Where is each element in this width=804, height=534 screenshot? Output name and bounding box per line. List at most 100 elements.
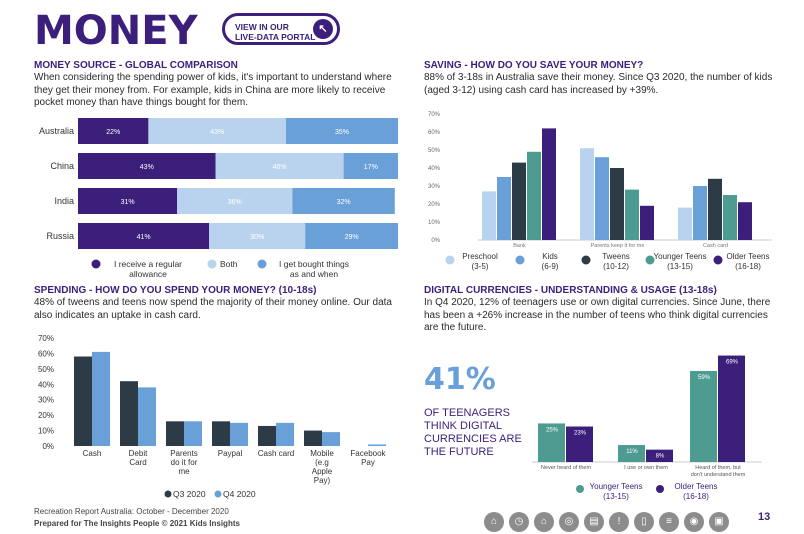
y-tick-label: 40%: [428, 166, 441, 172]
cursor-icon: ↖: [313, 19, 333, 39]
data-label: 8%: [656, 454, 665, 460]
stacked-bar-segment: [78, 153, 216, 179]
legend-label: Older Teens: [675, 482, 718, 491]
y-tick-label: 70%: [38, 334, 54, 343]
legend-label: I get bought things: [279, 259, 349, 269]
data-label: 25%: [546, 427, 559, 433]
bar: [322, 432, 340, 446]
legend-label: Younger Teens: [590, 482, 643, 491]
x-tick-label: Debit: [129, 449, 148, 458]
stacked-bar-segment: [177, 188, 293, 214]
stacked-bar-segment: [215, 153, 344, 179]
legend-label: Q4 2020: [223, 489, 256, 499]
data-label: 31%: [121, 199, 135, 206]
x-tick-label: Pay): [314, 476, 331, 485]
bar: [646, 449, 673, 462]
x-tick-label: Facebook: [350, 449, 386, 458]
data-label: 11%: [626, 449, 638, 455]
x-tick-label: (e.g: [315, 458, 329, 467]
bar: [708, 178, 722, 240]
legend-label: (10-12): [603, 262, 629, 271]
x-tick-label: Parents keep it for me: [591, 243, 645, 249]
bar: [368, 444, 386, 446]
portal-button-line2: LIVE-DATA PORTAL: [235, 32, 316, 42]
phone-icon[interactable]: ▯: [634, 512, 654, 532]
bar: [580, 148, 594, 240]
y-tick-label: 60%: [38, 349, 54, 358]
bar: [690, 370, 717, 462]
x-tick-label: Heard of them, but: [695, 465, 741, 471]
bar: [738, 202, 752, 240]
bar: [230, 422, 248, 446]
y-tick-label: 30%: [38, 396, 54, 405]
data-label: 43%: [140, 164, 154, 171]
legend-marker: [214, 490, 222, 498]
data-label: 41%: [137, 234, 151, 241]
bar: [595, 157, 609, 240]
x-tick-label: don't understand them: [691, 472, 746, 478]
house-icon[interactable]: ⌂: [534, 512, 554, 532]
legend-label: I receive a regular: [114, 259, 182, 269]
bar: [304, 430, 322, 446]
y-tick-label: 0%: [431, 238, 440, 244]
bar: [618, 445, 645, 462]
gamepad-icon[interactable]: ◎: [559, 512, 579, 532]
film-icon[interactable]: ▣: [709, 512, 729, 532]
bar: [276, 422, 294, 446]
money-source-heading: MONEY SOURCE - GLOBAL COMPARISON: [34, 60, 238, 71]
x-tick-label: Cash: [83, 449, 102, 458]
legend-marker: [207, 259, 217, 269]
data-label: 23%: [574, 431, 587, 437]
bar: [610, 168, 624, 240]
stacked-bar-segment: [209, 223, 306, 249]
bar: [512, 162, 526, 240]
bar: [625, 189, 639, 240]
y-tick-label: 0%: [42, 442, 54, 451]
legend-label: Q3 2020: [173, 489, 206, 499]
legend-label: (16-18): [683, 492, 709, 501]
category-label: China: [50, 161, 74, 171]
spending-text: 48% of tweens and teens now spend the ma…: [34, 297, 392, 321]
legend-marker: [645, 255, 655, 265]
legend-label: (16-18): [735, 262, 761, 271]
digital-heading: DIGITAL CURRENCIES - UNDERSTANDING & USA…: [424, 285, 717, 296]
legend-label: Preschool: [462, 252, 498, 261]
x-tick-label: I use or own them: [624, 465, 668, 471]
legend-label: Both: [220, 259, 238, 269]
legend-label: (3-5): [472, 262, 489, 271]
target-icon[interactable]: ◉: [684, 512, 704, 532]
burger-icon[interactable]: ≡: [659, 512, 679, 532]
legend-label: (13-15): [667, 262, 693, 271]
x-tick-label: Apple: [312, 467, 333, 476]
y-tick-label: 50%: [428, 148, 441, 154]
bar: [482, 191, 496, 240]
y-tick-label: 60%: [428, 130, 441, 136]
clock-icon[interactable]: ◷: [509, 512, 529, 532]
live-data-portal-button[interactable]: VIEW IN OUR LIVE-DATA PORTAL ↖: [222, 13, 340, 45]
basket-icon[interactable]: ▤: [584, 512, 604, 532]
y-tick-label: 30%: [428, 184, 441, 190]
alert-icon[interactable]: !: [609, 512, 629, 532]
x-tick-label: do it for: [171, 458, 198, 467]
x-tick-label: Parents: [170, 449, 198, 458]
x-tick-label: Bank: [513, 243, 526, 249]
data-label: 30%: [250, 234, 264, 241]
portal-button-line1: VIEW IN OUR: [235, 22, 289, 32]
y-tick-label: 20%: [38, 411, 54, 420]
legend-marker: [713, 255, 723, 265]
stacked-bar-segment: [292, 188, 395, 214]
data-label: 32%: [337, 199, 351, 206]
stacked-bar-segment: [78, 223, 210, 249]
bar: [723, 195, 737, 240]
bar: [566, 426, 593, 462]
home-icon[interactable]: ⌂: [484, 512, 504, 532]
saving-heading: SAVING - HOW DO YOU SAVE YOUR MONEY?: [424, 60, 644, 71]
category-label: Russia: [46, 231, 74, 241]
digital-text: In Q4 2020, 12% of teenagers use or own …: [424, 297, 771, 333]
legend-marker: [91, 259, 101, 269]
data-label: 36%: [228, 199, 242, 206]
stacked-bar-segment: [148, 118, 286, 144]
footer-report-line: Recreation Report Australia: October - D…: [34, 507, 229, 516]
bar: [693, 186, 707, 240]
legend-label: Kids: [542, 252, 558, 261]
